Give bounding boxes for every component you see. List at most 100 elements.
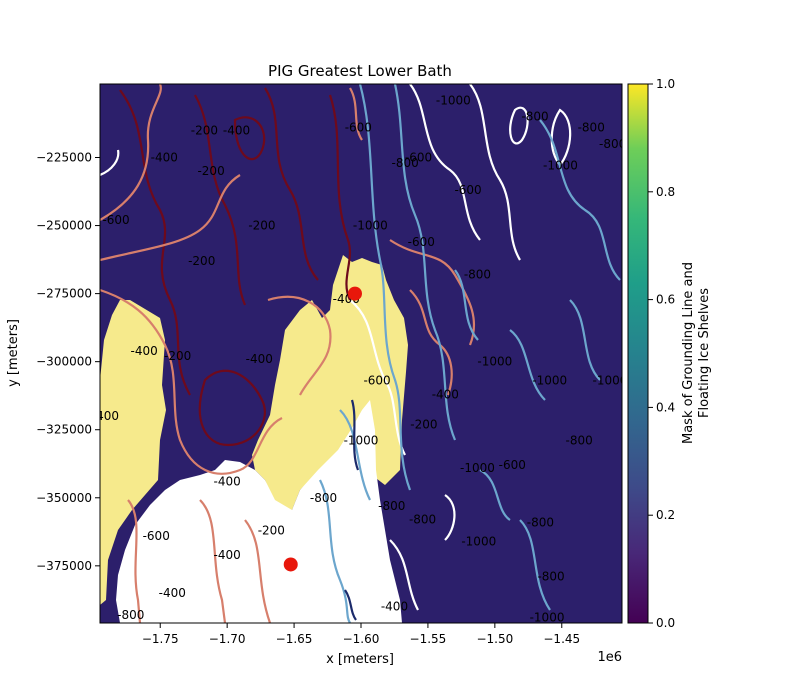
colorbar-tick-label: 0.4 [656, 400, 675, 414]
contour-label: -800 [464, 268, 491, 282]
contour-line [344, 589, 357, 621]
contour-line [519, 519, 551, 611]
contour-label: -800 [599, 137, 626, 151]
contour-label: -800 [578, 121, 605, 135]
contour-label: -1000 [460, 461, 495, 475]
contour-line [393, 84, 457, 441]
contour-label: -400 [246, 352, 273, 366]
contour-label: -800 [537, 570, 564, 584]
mask-region-west [100, 300, 166, 605]
contour-label: -400 [131, 344, 158, 358]
y-tick-label: −375000 [36, 559, 92, 573]
contour-label: -800 [409, 513, 436, 527]
contour-line [358, 84, 412, 491]
contour-labels: -200 -400-400-200-600-1000-800-800-800-60… [92, 93, 626, 625]
mask-region-small [292, 330, 304, 352]
y-tick-label: −325000 [36, 423, 92, 437]
contour-label: -400 [151, 151, 178, 165]
contours [100, 84, 621, 623]
contour-label: -800 [310, 491, 337, 505]
contour-line [479, 469, 511, 521]
contour-line [569, 299, 601, 381]
contour-label: -1000 [477, 355, 512, 369]
colorbar-tick-label: 0.0 [656, 616, 675, 630]
contour-label: -600 [454, 183, 481, 197]
x-tick-label: −1.75 [142, 632, 179, 646]
colorbar-label-line1: Mask of Grounding Line and [681, 262, 696, 444]
contour-label: -800 [527, 515, 554, 529]
contour-label: -1000 [344, 434, 379, 448]
x-tick-label: −1.70 [209, 632, 246, 646]
contour-line [328, 94, 352, 301]
contour-line [319, 479, 351, 623]
contour-label: -600 [102, 213, 129, 227]
y-axis-label: y [meters] [6, 319, 21, 387]
contour-label: -1000 [530, 611, 565, 625]
contour-label: -1000 [436, 93, 471, 107]
contour-label: -1000 [543, 159, 578, 173]
chart-title: PIG Greatest Lower Bath [268, 62, 452, 80]
contour-label: -800 [378, 499, 405, 513]
colorbar-ticks: 0.0 0.2 0.4 0.6 0.8 1.0 [648, 77, 675, 630]
contour-line [119, 89, 191, 396]
contour-line [389, 539, 419, 611]
contour-line [409, 84, 481, 241]
contour-line [509, 106, 529, 145]
contour-label: -400 [214, 474, 241, 488]
contour-label: -1000 [353, 219, 388, 233]
x-axis-offset: 1e6 [597, 650, 622, 665]
contour-label: -600 [408, 235, 435, 249]
x-tick-label: −1.60 [343, 632, 380, 646]
x-tick-label: −1.50 [476, 632, 513, 646]
contour-label: -200 [258, 523, 285, 537]
contour-label: -400 [223, 123, 250, 137]
contour-line [233, 116, 266, 161]
contour-line [454, 269, 479, 341]
y-tick-label: −300000 [36, 355, 92, 369]
plot-area: -200 -400-400-200-600-1000-800-800-800-60… [92, 84, 626, 625]
contour-line [539, 119, 621, 281]
colorbar-tick-label: 0.2 [656, 508, 675, 522]
y-tick-label: −275000 [36, 287, 92, 301]
contour-line [264, 87, 319, 281]
contour-label: -1000 [461, 534, 496, 548]
point-marker [283, 557, 298, 572]
y-tick-label: −350000 [36, 491, 92, 505]
contour-label: -400 [92, 409, 119, 423]
x-tick-label: −1.45 [543, 632, 580, 646]
contour-line [194, 94, 247, 306]
marked-points [283, 286, 362, 572]
contour-line [100, 174, 241, 262]
colorbar-tick-label: 0.8 [656, 185, 675, 199]
contour-line [350, 399, 360, 471]
contour-label: -600 [499, 458, 526, 472]
colorbar: 0.0 0.2 0.4 0.6 0.8 1.0 Mask of Grounding Lin… [627, 77, 712, 630]
contour-line [199, 499, 227, 623]
x-axis-label: x [meters] [326, 652, 394, 667]
contour-label: -400 [381, 600, 408, 614]
y-tick-label: −250000 [36, 219, 92, 233]
contour-label: -600 [345, 121, 372, 135]
contour-label: -800 [392, 156, 419, 170]
contour-line [509, 329, 546, 401]
contour-line [100, 84, 162, 221]
contour-line [100, 149, 120, 177]
x-tick-label: −1.65 [276, 632, 313, 646]
contour-line [244, 519, 272, 623]
point-marker [347, 286, 362, 301]
contour-label: -200 [197, 164, 224, 178]
contour-line [349, 299, 406, 456]
contour-label: -1000 [532, 374, 567, 388]
contour-label: -400 [214, 548, 241, 562]
contour-label: -600 [405, 151, 432, 165]
nodata-region [116, 400, 402, 623]
contour-label: -200 [164, 349, 191, 363]
contour-label: -200 [410, 417, 437, 431]
contour-label: -400 [432, 387, 459, 401]
contour-line [444, 494, 456, 541]
contour-line [198, 369, 266, 447]
contour-label: -800 [566, 434, 593, 448]
colorbar-tick-label: 1.0 [656, 77, 675, 91]
contour-line [389, 239, 475, 346]
